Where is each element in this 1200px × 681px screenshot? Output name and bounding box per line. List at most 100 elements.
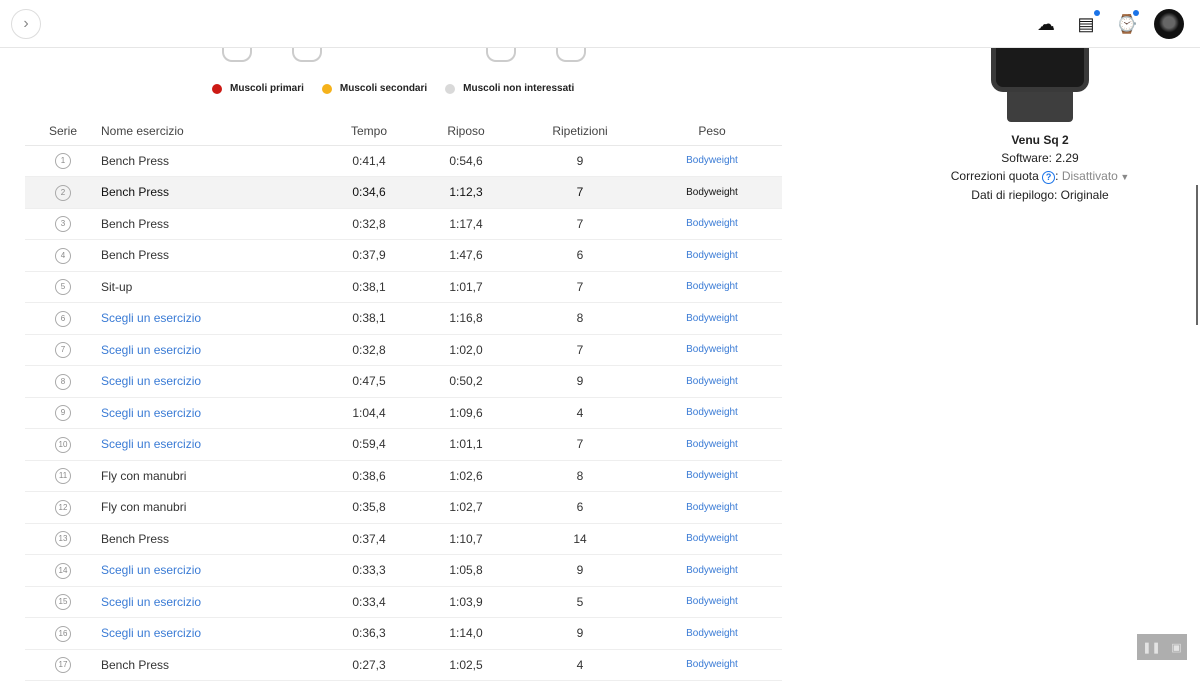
column-header[interactable]: Nome esercizio [101, 118, 324, 146]
weight-link[interactable]: Bodyweight [642, 554, 782, 587]
rest-cell: 1:02,7 [414, 491, 518, 524]
device-panel: Venu Sq 2 Software: 2.29 Correzioni quot… [880, 48, 1200, 204]
rest-cell: 1:14,0 [414, 617, 518, 650]
table-row[interactable]: 12 Fly con manubri 0:35,8 1:02,7 6 Bodyw… [25, 491, 782, 524]
weight-link[interactable]: Bodyweight [642, 460, 782, 492]
weight-link[interactable]: Bodyweight [642, 617, 782, 650]
exercise-name[interactable]: Scegli un esercizio [101, 302, 324, 335]
exercise-name[interactable]: Scegli un esercizio [101, 586, 324, 618]
pause-icon[interactable]: ❚❚ [1142, 641, 1161, 654]
table-row[interactable]: 9 Scegli un esercizio 1:04,4 1:09,6 4 Bo… [25, 397, 782, 429]
rest-cell: 1:12,3 [414, 176, 518, 209]
table-row[interactable]: 16 Scegli un esercizio 0:36,3 1:14,0 9 B… [25, 617, 782, 650]
set-number: 15 [55, 594, 71, 611]
reps-cell: 9 [518, 617, 642, 650]
video-controls[interactable]: ❚❚ ▣ [1137, 634, 1187, 660]
weight-link[interactable]: Bodyweight [642, 586, 782, 618]
weight-link[interactable]: Bodyweight [642, 428, 782, 461]
device-software: Software: 2.29 [1001, 151, 1079, 165]
column-header[interactable]: Tempo [324, 118, 414, 146]
table-row[interactable]: 13 Bench Press 0:37,4 1:10,7 14 Bodyweig… [25, 523, 782, 555]
weight-link[interactable]: Bodyweight [642, 239, 782, 272]
weight-link[interactable]: Bodyweight [642, 145, 782, 177]
legend-swatch [321, 83, 332, 94]
notification-dot [1133, 10, 1139, 16]
rest-cell: 1:17,4 [414, 208, 518, 240]
exercise-name[interactable]: Scegli un esercizio [101, 397, 324, 429]
weight-link[interactable]: Bodyweight [642, 397, 782, 429]
table-row[interactable]: 4 Bench Press 0:37,9 1:47,6 6 Bodyweight [25, 239, 782, 272]
table-row[interactable]: 14 Scegli un esercizio 0:33,3 1:05,8 9 B… [25, 554, 782, 587]
weight-link[interactable]: Bodyweight [642, 523, 782, 555]
corrections-dropdown[interactable]: Disattivato [1061, 169, 1118, 183]
scrollbar[interactable] [1196, 185, 1198, 325]
exercise-name[interactable]: Scegli un esercizio [101, 617, 324, 650]
legend-item: Muscoli secondari [321, 83, 427, 94]
rest-cell: 0:54,6 [414, 145, 518, 177]
weight-link[interactable]: Bodyweight [642, 649, 782, 681]
time-cell: 0:34,6 [324, 176, 414, 209]
pip-icon[interactable]: ▣ [1171, 641, 1182, 654]
time-cell: 0:38,6 [324, 460, 414, 492]
weight-link[interactable]: Bodyweight [642, 208, 782, 240]
table-row[interactable]: 7 Scegli un esercizio 0:32,8 1:02,0 7 Bo… [25, 334, 782, 366]
rest-cell: 1:10,7 [414, 523, 518, 555]
avatar[interactable] [1154, 9, 1184, 39]
reps-cell: 9 [518, 145, 642, 177]
column-header[interactable]: Riposo [414, 118, 518, 146]
sets-table: Serie Nome esercizio Tempo Riposo Ripetizion… [25, 118, 782, 681]
weight-link[interactable]: Bodyweight [642, 365, 782, 398]
exercise-name: Bench Press [101, 239, 324, 272]
time-cell: 0:41,4 [324, 145, 414, 177]
watch-icon[interactable]: ⌚ [1115, 14, 1139, 34]
expand-sidebar-button[interactable]: › [11, 9, 41, 39]
top-bar: › ☁ ▤ ⌚ [0, 0, 1200, 48]
column-header[interactable]: Serie [25, 118, 101, 146]
legend-item: Muscoli primari [212, 83, 304, 94]
weight-link[interactable]: Bodyweight [642, 491, 782, 524]
rest-cell: 1:09,6 [414, 397, 518, 429]
set-number: 3 [55, 216, 71, 233]
table-row[interactable]: 10 Scegli un esercizio 0:59,4 1:01,1 7 B… [25, 428, 782, 461]
exercise-name[interactable]: Scegli un esercizio [101, 334, 324, 366]
reps-cell: 7 [518, 428, 642, 461]
weight-link[interactable]: Bodyweight [642, 334, 782, 366]
table-row[interactable]: 5 Sit-up 0:38,1 1:01,7 7 Bodyweight [25, 271, 782, 303]
table-row[interactable]: 2 Bench Press 0:34,6 1:12,3 7 Bodyweight [25, 176, 782, 209]
rest-cell: 1:47,6 [414, 239, 518, 272]
table-row[interactable]: 11 Fly con manubri 0:38,6 1:02,6 8 Bodyw… [25, 460, 782, 492]
reps-cell: 4 [518, 397, 642, 429]
exercise-name: Bench Press [101, 523, 324, 555]
rest-cell: 1:02,6 [414, 460, 518, 492]
exercise-name[interactable]: Scegli un esercizio [101, 428, 324, 461]
set-number: 9 [55, 405, 71, 422]
column-header[interactable]: Ripetizioni [518, 118, 642, 146]
exercise-name[interactable]: Scegli un esercizio [101, 365, 324, 398]
muscle-figure-foot [556, 48, 586, 62]
weight-link[interactable]: Bodyweight [642, 302, 782, 335]
column-header[interactable]: Peso [642, 118, 782, 146]
reps-cell: 7 [518, 176, 642, 209]
rest-cell: 1:01,7 [414, 271, 518, 303]
table-row[interactable]: 17 Bench Press 0:27,3 1:02,5 4 Bodyweigh… [25, 649, 782, 681]
cloud-upload-icon[interactable]: ☁ [1037, 14, 1055, 34]
exercise-name: Fly con manubri [101, 460, 324, 492]
time-cell: 0:35,8 [324, 491, 414, 524]
help-icon[interactable]: ? [1042, 171, 1056, 184]
device-name: Venu Sq 2 [1011, 133, 1069, 147]
reps-cell: 9 [518, 365, 642, 398]
time-cell: 0:33,3 [324, 554, 414, 587]
table-row[interactable]: 1 Bench Press 0:41,4 0:54,6 9 Bodyweight [25, 145, 782, 177]
table-row[interactable]: 15 Scegli un esercizio 0:33,4 1:03,9 5 B… [25, 586, 782, 618]
inbox-icon[interactable]: ▤ [1077, 14, 1095, 34]
reps-cell: 7 [518, 271, 642, 303]
set-number: 5 [55, 279, 71, 296]
weight-link[interactable]: Bodyweight [642, 271, 782, 303]
table-row[interactable]: 8 Scegli un esercizio 0:47,5 0:50,2 9 Bo… [25, 365, 782, 398]
exercise-name[interactable]: Scegli un esercizio [101, 554, 324, 587]
dropdown-caret-icon[interactable]: ▼ [1117, 172, 1130, 182]
table-row[interactable]: 6 Scegli un esercizio 0:38,1 1:16,8 8 Bo… [25, 302, 782, 335]
table-row[interactable]: 3 Bench Press 0:32,8 1:17,4 7 Bodyweight [25, 208, 782, 240]
set-number: 16 [55, 625, 71, 642]
weight-link[interactable]: Bodyweight [642, 176, 782, 209]
